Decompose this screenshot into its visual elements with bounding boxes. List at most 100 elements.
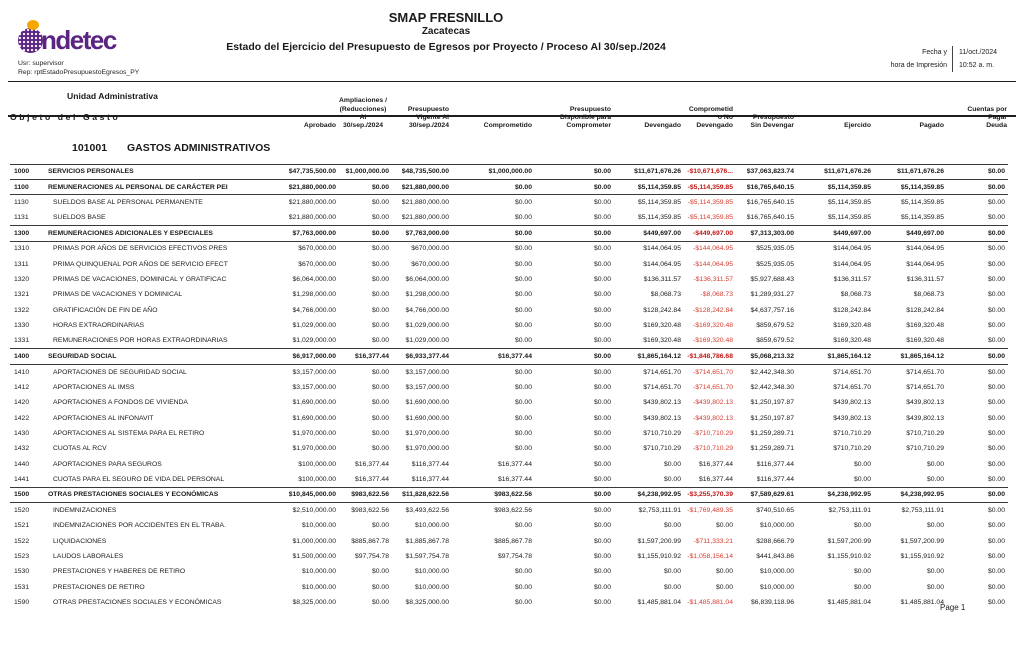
row-value: $0.00: [514, 568, 532, 576]
table-row: 1531 PRESTACIONES DE RETIRO $10,000.00 $0.0…: [10, 580, 1008, 595]
row-value: $0.00: [533, 348, 612, 365]
row-value: $10,000.00: [414, 522, 449, 530]
row-value: $0.00: [715, 568, 733, 576]
row-value: $136,311.57: [906, 276, 944, 284]
row-value: $128,242.84: [906, 306, 944, 314]
row-value: $0.00: [987, 445, 1005, 453]
table-row: 1440 APORTACIONES PARA SEGUROS $100,000.00…: [10, 457, 1008, 472]
row-label: PRIMAS DE VACACIONES, DOMINICAL Y GRATIF…: [53, 276, 227, 284]
row-value: $144,064.95: [643, 245, 681, 253]
row-value: $0.00: [593, 291, 611, 299]
table-row: 1100 REMUNERACIONES AL PERSONAL DE CARÁCT…: [10, 178, 1008, 196]
row-value: $670,000.00: [298, 260, 336, 268]
row-value: $10,000.00: [301, 522, 336, 530]
row-value: $0.00: [593, 337, 611, 345]
row-value: $1,485,881.04: [900, 599, 944, 607]
row-label: APORTACIONES A FONDOS DE VIVIENDA: [53, 399, 188, 407]
table-row: 1320 PRIMAS DE VACACIONES, DOMINICAL Y GR…: [10, 272, 1008, 287]
table-row: 1330 HORAS EXTRAORDINARIAS $1,029,000.00 $0…: [10, 318, 1008, 333]
row-value: $0.00: [987, 429, 1005, 437]
table-row: 1422 APORTACIONES AL INFONAVIT $1,690,000.…: [10, 410, 1008, 425]
row-label: INDEMNIZACIONES POR ACCIDENTES EN EL TRA…: [53, 522, 226, 530]
table-row: 1520 INDEMNIZACIONES $2,510,000.00 $983,622…: [10, 503, 1008, 518]
row-value: $0.00: [371, 291, 389, 299]
row-value: $5,114,359.85: [638, 199, 681, 207]
row-code: 1000: [10, 163, 40, 180]
row-code: 1440: [14, 460, 30, 468]
logo-block: ndetec Usr: supervisor Rep: rptEstadoPre…: [18, 19, 139, 76]
row-value: $0.00: [663, 475, 681, 483]
row-code: 1311: [14, 260, 29, 268]
row-value: $0.00: [533, 225, 612, 242]
row-code: 1412: [14, 383, 30, 391]
row-value: $0.00: [987, 306, 1005, 314]
row-value: $1,029,000.00: [292, 322, 336, 330]
col-header-disponible: Presupuesto Disponible para Comprometer: [560, 105, 611, 129]
row-value: $0.00: [987, 383, 1005, 391]
row-label: REMUNERACIONES AL PERSONAL DE CARÁCTER P…: [40, 178, 250, 196]
row-value: $0.00: [987, 599, 1005, 607]
row-value: $144,064.95: [833, 260, 871, 268]
row-code: 1422: [14, 414, 30, 422]
row-value: $7,589,629.61: [734, 486, 795, 504]
row-label: SUELDOS BASE AL PERSONAL PERMANENTE: [53, 199, 203, 207]
row-code: 1441: [14, 475, 30, 483]
row-value: $0.00: [853, 568, 871, 576]
row-label: LIQUIDACIONES: [53, 537, 107, 545]
row-value: $885,867.78: [351, 537, 389, 545]
row-code: 1430: [14, 429, 30, 437]
row-value: $0.00: [533, 486, 612, 504]
row-value: $8,068.73: [913, 291, 944, 299]
row-value: $128,242.84: [833, 306, 871, 314]
row-value: $0.00: [371, 414, 389, 422]
row-code: 1322: [14, 306, 30, 314]
row-value: $0.00: [945, 163, 1008, 180]
row-value: $714,651.70: [833, 383, 871, 391]
section-header-row: 101001 GASTOS ADMINISTRATIVOS: [10, 133, 1008, 164]
row-label: CUOTAS AL RCV: [53, 445, 107, 453]
row-value: $714,651.70: [906, 383, 944, 391]
row-value: $144,064.95: [643, 260, 681, 268]
row-value: $21,880,000.00: [250, 178, 337, 196]
row-value: $0.00: [987, 214, 1005, 222]
table-row: 1410 APORTACIONES DE SEGURIDAD SOCIAL $3,1…: [10, 364, 1008, 379]
row-value: $2,753,111.91: [901, 507, 944, 515]
row-value: $439,802.13: [643, 414, 681, 422]
row-value: $5,114,359.85: [612, 178, 682, 196]
row-value: $0.00: [987, 291, 1005, 299]
row-value: $1,029,000.00: [405, 337, 449, 345]
row-value: $5,114,359.85: [795, 178, 872, 196]
table-row: 1432 CUOTAS AL RCV $1,970,000.00 $0.00 $1,97…: [10, 441, 1008, 456]
row-value: $10,000.00: [414, 583, 449, 591]
row-value: $116,377.44: [411, 475, 449, 483]
row-value: $0.00: [593, 399, 611, 407]
row-value: $740,510.65: [756, 507, 794, 515]
row-value: $0.00: [371, 306, 389, 314]
row-value: $0.00: [450, 225, 533, 242]
col-header-objeto-del-gasto: Objeto del Gasto: [10, 111, 121, 122]
report-title: Estado del Ejercicio del Presupuesto de …: [226, 41, 666, 53]
row-value: $6,064,000.00: [405, 276, 449, 284]
row-value: $5,114,359.85: [901, 199, 944, 207]
row-value: $0.00: [853, 475, 871, 483]
row-value: $0.00: [371, 568, 389, 576]
row-code: 1520: [14, 507, 30, 515]
print-date-block: Fecha y 11/oct./2024 hora de Impresión 1…: [891, 46, 1008, 72]
row-value: $1,970,000.00: [292, 445, 336, 453]
row-value: $0.00: [593, 553, 611, 561]
row-label: REMUNERACIONES POR HORAS EXTRAORDINARIAS: [53, 337, 228, 345]
row-value: $1,597,200.99: [637, 537, 681, 545]
row-value: $0.00: [987, 199, 1005, 207]
row-value: $0.00: [533, 178, 612, 196]
row-value: $449,697.00: [872, 225, 945, 242]
row-code: 1331: [14, 337, 30, 345]
row-value: $116,377.44: [756, 460, 794, 468]
table-row: 1322 GRATIFICACIÓN DE FIN DE AÑO $4,766,00…: [10, 303, 1008, 318]
row-value: $2,753,111.91: [828, 507, 871, 515]
row-code: 1521: [14, 522, 30, 530]
row-code: 1300: [10, 225, 40, 242]
row-value: $0.00: [987, 322, 1005, 330]
row-value: $714,651.70: [833, 368, 871, 376]
row-value: $3,157,000.00: [405, 368, 449, 376]
